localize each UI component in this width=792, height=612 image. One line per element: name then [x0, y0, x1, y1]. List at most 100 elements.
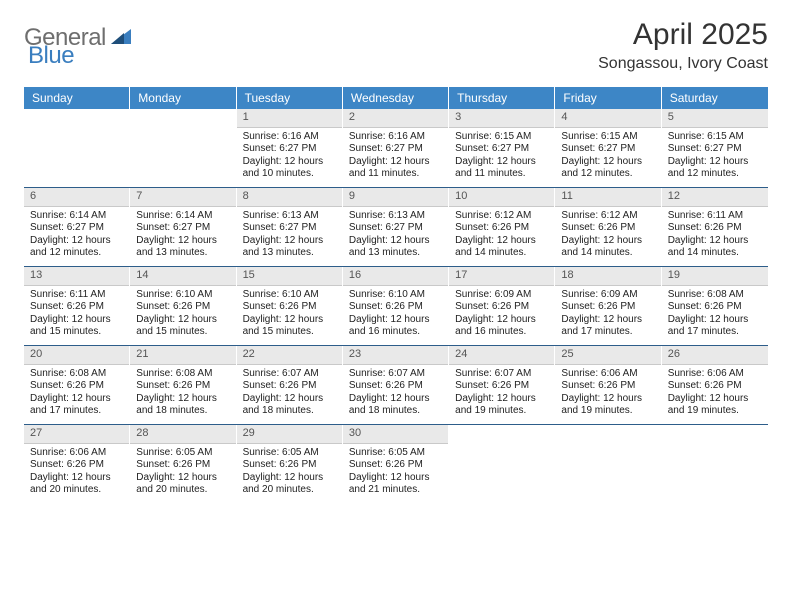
- sunrise-line: Sunrise: 6:13 AM: [349, 210, 442, 223]
- sunset-line: Sunset: 6:26 PM: [349, 380, 442, 393]
- day-number: 16: [343, 267, 448, 286]
- sunrise-line: Sunrise: 6:12 AM: [455, 210, 548, 223]
- sunrise-line: Sunrise: 6:06 AM: [668, 368, 762, 381]
- sunrise-line: Sunrise: 6:16 AM: [243, 131, 336, 144]
- day-number: 9: [343, 188, 448, 207]
- day-number: 22: [237, 346, 342, 365]
- dayname-tuesday: Tuesday: [237, 87, 343, 109]
- day-number: 23: [343, 346, 448, 365]
- day-cell: 28Sunrise: 6:05 AMSunset: 6:26 PMDayligh…: [130, 425, 236, 503]
- day-cell-empty: .: [24, 109, 130, 187]
- day-cell: 9Sunrise: 6:13 AMSunset: 6:27 PMDaylight…: [343, 188, 449, 266]
- sunset-line: Sunset: 6:26 PM: [243, 380, 336, 393]
- sunset-line: Sunset: 6:26 PM: [455, 222, 548, 235]
- sunset-line: Sunset: 6:26 PM: [136, 301, 229, 314]
- dayname-header-row: SundayMondayTuesdayWednesdayThursdayFrid…: [24, 87, 768, 109]
- day-number: 15: [237, 267, 342, 286]
- day-number: 26: [662, 346, 768, 365]
- sunrise-line: Sunrise: 6:09 AM: [455, 289, 548, 302]
- sunset-line: Sunset: 6:26 PM: [349, 459, 442, 472]
- day-cell: 10Sunrise: 6:12 AMSunset: 6:26 PMDayligh…: [449, 188, 555, 266]
- sunset-line: Sunset: 6:27 PM: [30, 222, 123, 235]
- day-cell: 14Sunrise: 6:10 AMSunset: 6:26 PMDayligh…: [130, 267, 236, 345]
- day-cell: 13Sunrise: 6:11 AMSunset: 6:26 PMDayligh…: [24, 267, 130, 345]
- day-cell: 12Sunrise: 6:11 AMSunset: 6:26 PMDayligh…: [662, 188, 768, 266]
- day-cell: 2Sunrise: 6:16 AMSunset: 6:27 PMDaylight…: [343, 109, 449, 187]
- logo-triangle-icon: [111, 27, 131, 50]
- sunset-line: Sunset: 6:27 PM: [136, 222, 229, 235]
- sunset-line: Sunset: 6:26 PM: [668, 222, 762, 235]
- sunset-line: Sunset: 6:26 PM: [668, 380, 762, 393]
- day-number: 24: [449, 346, 554, 365]
- sunset-line: Sunset: 6:26 PM: [561, 301, 654, 314]
- daylight-line: Daylight: 12 hours and 10 minutes.: [243, 156, 336, 181]
- sunset-line: Sunset: 6:27 PM: [455, 143, 548, 156]
- day-number: 17: [449, 267, 554, 286]
- day-number: 28: [130, 425, 235, 444]
- sunset-line: Sunset: 6:27 PM: [349, 143, 442, 156]
- day-number: 14: [130, 267, 235, 286]
- sunset-line: Sunset: 6:27 PM: [243, 143, 336, 156]
- header: General April 2025 Songassou, Ivory Coas…: [24, 18, 768, 73]
- sunrise-line: Sunrise: 6:07 AM: [455, 368, 548, 381]
- sunrise-line: Sunrise: 6:11 AM: [668, 210, 762, 223]
- day-number: 1: [237, 109, 342, 128]
- day-number: 10: [449, 188, 554, 207]
- location: Songassou, Ivory Coast: [598, 55, 768, 73]
- daylight-line: Daylight: 12 hours and 18 minutes.: [349, 393, 442, 418]
- calendar: SundayMondayTuesdayWednesdayThursdayFrid…: [24, 87, 768, 503]
- sunset-line: Sunset: 6:27 PM: [668, 143, 762, 156]
- sunrise-line: Sunrise: 6:08 AM: [30, 368, 123, 381]
- dayname-thursday: Thursday: [449, 87, 555, 109]
- daylight-line: Daylight: 12 hours and 12 minutes.: [561, 156, 654, 181]
- day-number: 12: [662, 188, 768, 207]
- day-cell: 29Sunrise: 6:05 AMSunset: 6:26 PMDayligh…: [237, 425, 343, 503]
- daylight-line: Daylight: 12 hours and 19 minutes.: [455, 393, 548, 418]
- week-row: 27Sunrise: 6:06 AMSunset: 6:26 PMDayligh…: [24, 425, 768, 503]
- sunrise-line: Sunrise: 6:16 AM: [349, 131, 442, 144]
- sunrise-line: Sunrise: 6:11 AM: [30, 289, 123, 302]
- sunset-line: Sunset: 6:26 PM: [136, 459, 229, 472]
- day-number: 29: [237, 425, 342, 444]
- sunrise-line: Sunrise: 6:14 AM: [30, 210, 123, 223]
- sunset-line: Sunset: 6:26 PM: [30, 380, 123, 393]
- week-row: 13Sunrise: 6:11 AMSunset: 6:26 PMDayligh…: [24, 267, 768, 345]
- sunrise-line: Sunrise: 6:06 AM: [30, 447, 123, 460]
- day-cell: 3Sunrise: 6:15 AMSunset: 6:27 PMDaylight…: [449, 109, 555, 187]
- day-number: 11: [555, 188, 660, 207]
- calendar-page: General April 2025 Songassou, Ivory Coas…: [0, 0, 792, 503]
- day-number: 30: [343, 425, 448, 444]
- sunrise-line: Sunrise: 6:05 AM: [243, 447, 336, 460]
- sunrise-line: Sunrise: 6:15 AM: [668, 131, 762, 144]
- day-cell: 27Sunrise: 6:06 AMSunset: 6:26 PMDayligh…: [24, 425, 130, 503]
- day-cell: 18Sunrise: 6:09 AMSunset: 6:26 PMDayligh…: [555, 267, 661, 345]
- day-cell-empty: .: [662, 425, 768, 503]
- daylight-line: Daylight: 12 hours and 12 minutes.: [668, 156, 762, 181]
- day-number: 13: [24, 267, 129, 286]
- sunset-line: Sunset: 6:26 PM: [30, 459, 123, 472]
- sunset-line: Sunset: 6:26 PM: [349, 301, 442, 314]
- day-cell: 22Sunrise: 6:07 AMSunset: 6:26 PMDayligh…: [237, 346, 343, 424]
- sunset-line: Sunset: 6:26 PM: [243, 459, 336, 472]
- daylight-line: Daylight: 12 hours and 21 minutes.: [349, 472, 442, 497]
- week-row: 6Sunrise: 6:14 AMSunset: 6:27 PMDaylight…: [24, 188, 768, 266]
- sunset-line: Sunset: 6:27 PM: [243, 222, 336, 235]
- dayname-monday: Monday: [130, 87, 236, 109]
- daylight-line: Daylight: 12 hours and 13 minutes.: [243, 235, 336, 260]
- month-title: April 2025: [598, 18, 768, 51]
- daylight-line: Daylight: 12 hours and 11 minutes.: [349, 156, 442, 181]
- day-cell: 21Sunrise: 6:08 AMSunset: 6:26 PMDayligh…: [130, 346, 236, 424]
- daylight-line: Daylight: 12 hours and 15 minutes.: [136, 314, 229, 339]
- sunrise-line: Sunrise: 6:12 AM: [561, 210, 654, 223]
- day-number: 8: [237, 188, 342, 207]
- daylight-line: Daylight: 12 hours and 18 minutes.: [136, 393, 229, 418]
- day-number: 18: [555, 267, 660, 286]
- day-number: 20: [24, 346, 129, 365]
- day-cell-empty: .: [130, 109, 236, 187]
- sunset-line: Sunset: 6:26 PM: [243, 301, 336, 314]
- sunset-line: Sunset: 6:26 PM: [561, 380, 654, 393]
- sunrise-line: Sunrise: 6:08 AM: [136, 368, 229, 381]
- sunset-line: Sunset: 6:26 PM: [561, 222, 654, 235]
- daylight-line: Daylight: 12 hours and 15 minutes.: [30, 314, 123, 339]
- day-number: 4: [555, 109, 660, 128]
